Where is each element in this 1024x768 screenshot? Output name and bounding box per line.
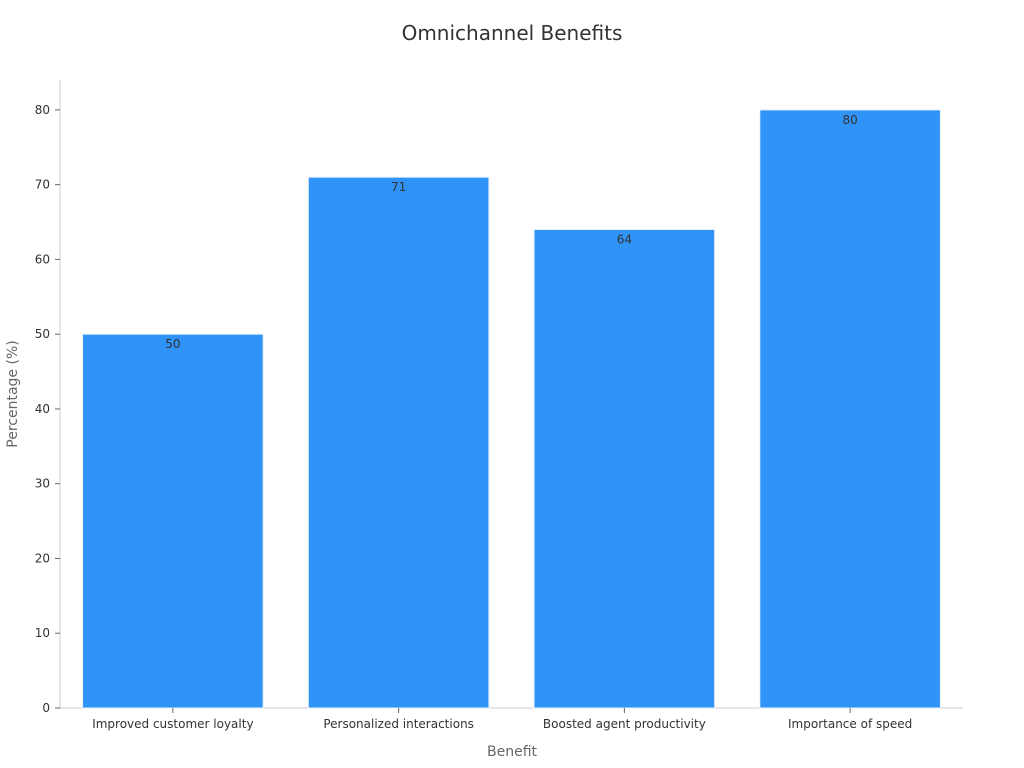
bar-value-label: 64 — [617, 233, 632, 247]
bar — [82, 333, 264, 709]
y-tick-label: 40 — [35, 402, 50, 416]
bar-value-label: 50 — [165, 337, 180, 351]
plot-area: 0 10 20 30 40 50 60 70 80 50 Improved customer loy… — [35, 80, 963, 731]
bar-value-label: 71 — [391, 180, 406, 194]
x-axis-title: Benefit — [487, 744, 538, 760]
bar-value-label: 80 — [842, 113, 857, 127]
y-tick-label: 30 — [35, 477, 50, 491]
bar — [533, 229, 716, 709]
y-tick-label: 60 — [35, 252, 50, 266]
y-axis-title: Percentage (%) — [5, 340, 21, 447]
x-tick-label: Improved customer loyalty — [92, 717, 253, 731]
x-tick-label: Boosted agent productivity — [543, 717, 706, 731]
chart-title: Omnichannel Benefits — [402, 21, 623, 45]
y-tick-label: 50 — [35, 327, 50, 341]
x-tick-label: Personalized interactions — [323, 717, 474, 731]
y-tick-label: 0 — [42, 701, 50, 715]
x-tick-label: Importance of speed — [788, 717, 912, 731]
y-tick-label: 10 — [35, 626, 50, 640]
y-tick-label: 80 — [35, 103, 50, 117]
bar — [759, 109, 941, 709]
y-tick-label: 20 — [35, 551, 50, 565]
y-tick-label: 70 — [35, 178, 50, 192]
bar — [307, 176, 490, 709]
